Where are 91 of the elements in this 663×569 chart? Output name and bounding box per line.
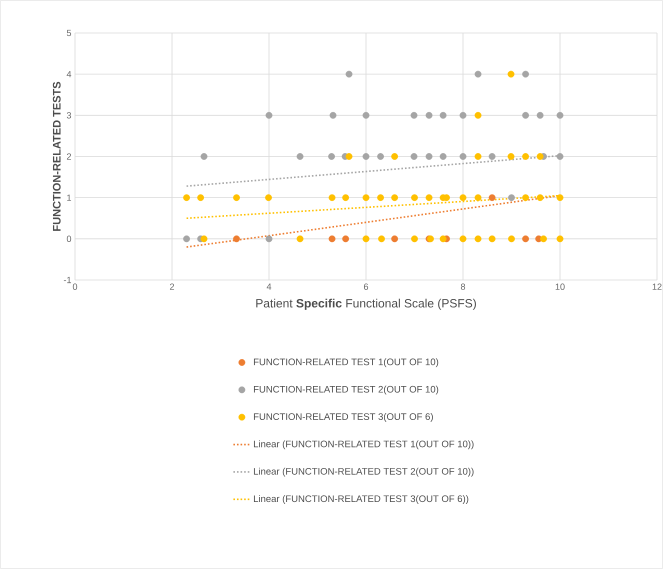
x-axis-title: Patient Specific Functional Scale (PSFS) bbox=[256, 298, 476, 310]
x-tick-label: 8 bbox=[460, 284, 466, 290]
point bbox=[488, 235, 496, 242]
point bbox=[522, 70, 529, 78]
x-tick-label: 10 bbox=[556, 284, 565, 290]
point bbox=[440, 235, 447, 242]
point bbox=[197, 194, 204, 202]
y-tick-label: 5 bbox=[66, 30, 72, 36]
point bbox=[266, 112, 272, 119]
point bbox=[378, 235, 385, 242]
point bbox=[556, 153, 564, 160]
point bbox=[391, 153, 398, 160]
point bbox=[440, 112, 447, 119]
point bbox=[488, 153, 496, 160]
point bbox=[377, 194, 384, 202]
point bbox=[328, 235, 336, 242]
point bbox=[556, 235, 564, 242]
point bbox=[391, 194, 398, 202]
point bbox=[522, 153, 529, 160]
point bbox=[362, 153, 370, 160]
point bbox=[460, 153, 466, 160]
point bbox=[362, 112, 370, 119]
point bbox=[330, 112, 336, 119]
point bbox=[426, 153, 432, 160]
point bbox=[266, 235, 272, 242]
y-tick-label: 1 bbox=[67, 194, 72, 201]
point bbox=[411, 194, 418, 202]
point bbox=[183, 235, 190, 242]
point bbox=[410, 153, 418, 160]
point bbox=[342, 235, 350, 242]
point bbox=[183, 194, 190, 202]
point bbox=[233, 235, 240, 242]
point bbox=[296, 235, 304, 242]
point bbox=[362, 235, 370, 242]
point bbox=[536, 153, 544, 160]
point bbox=[426, 194, 432, 202]
legend-label: Linear (FUNCTION-RELATED TEST 3(OUT OF 6)) bbox=[254, 495, 468, 504]
legend-label: Linear (FUNCTION-RELATED TEST 2(OUT OF 10)) bbox=[254, 468, 474, 477]
point bbox=[346, 153, 352, 160]
point bbox=[540, 235, 547, 242]
point bbox=[346, 70, 352, 78]
x-tick-label: 2 bbox=[170, 284, 174, 290]
point bbox=[508, 70, 514, 78]
x-tick-label: 6 bbox=[364, 284, 368, 290]
x-tick-label: 0 bbox=[72, 284, 78, 290]
y-tick-label: -1 bbox=[64, 276, 72, 284]
point bbox=[410, 112, 418, 119]
point bbox=[508, 194, 515, 202]
y-tick-label: 4 bbox=[66, 71, 72, 78]
point bbox=[522, 194, 529, 202]
point bbox=[426, 112, 432, 119]
point bbox=[342, 194, 350, 202]
point bbox=[508, 153, 514, 160]
point bbox=[556, 112, 564, 119]
point bbox=[474, 153, 482, 160]
point bbox=[411, 235, 418, 242]
point bbox=[328, 153, 335, 160]
point bbox=[460, 112, 466, 119]
legend-label: FUNCTION-RELATED TEST 3(OUT OF 6) bbox=[254, 412, 433, 422]
point bbox=[391, 235, 398, 242]
point bbox=[460, 194, 466, 202]
point bbox=[200, 235, 208, 242]
point bbox=[200, 153, 208, 160]
point bbox=[474, 194, 482, 202]
point bbox=[474, 112, 482, 119]
point bbox=[328, 194, 336, 202]
point bbox=[440, 153, 447, 160]
point bbox=[488, 194, 496, 202]
point bbox=[377, 153, 384, 160]
point bbox=[460, 235, 466, 242]
point bbox=[233, 194, 240, 202]
x-tick-label: 4 bbox=[266, 284, 272, 290]
legend-label: Linear (FUNCTION-RELATED TEST 1(OUT OF 10)) bbox=[254, 440, 474, 450]
x-tick-label: 12 bbox=[652, 284, 662, 290]
point bbox=[474, 235, 482, 242]
y-tick-label: 2 bbox=[66, 153, 72, 160]
point bbox=[508, 235, 515, 242]
y-tick-label: 3 bbox=[66, 112, 72, 119]
point bbox=[296, 153, 304, 160]
point bbox=[536, 194, 544, 202]
y-axis-title: FUNCTION-RELATED TESTS bbox=[52, 82, 61, 231]
point bbox=[522, 112, 529, 119]
point bbox=[362, 194, 370, 202]
legend-label: FUNCTION-RELATED TEST 1(OUT OF 10) bbox=[254, 358, 438, 368]
point bbox=[522, 235, 529, 242]
point bbox=[536, 112, 544, 119]
point bbox=[265, 194, 272, 202]
legend-label: FUNCTION-RELATED TEST 2(OUT OF 10) bbox=[254, 386, 438, 394]
y-tick-label: 0 bbox=[66, 236, 72, 242]
point bbox=[474, 70, 482, 78]
point bbox=[556, 194, 564, 202]
